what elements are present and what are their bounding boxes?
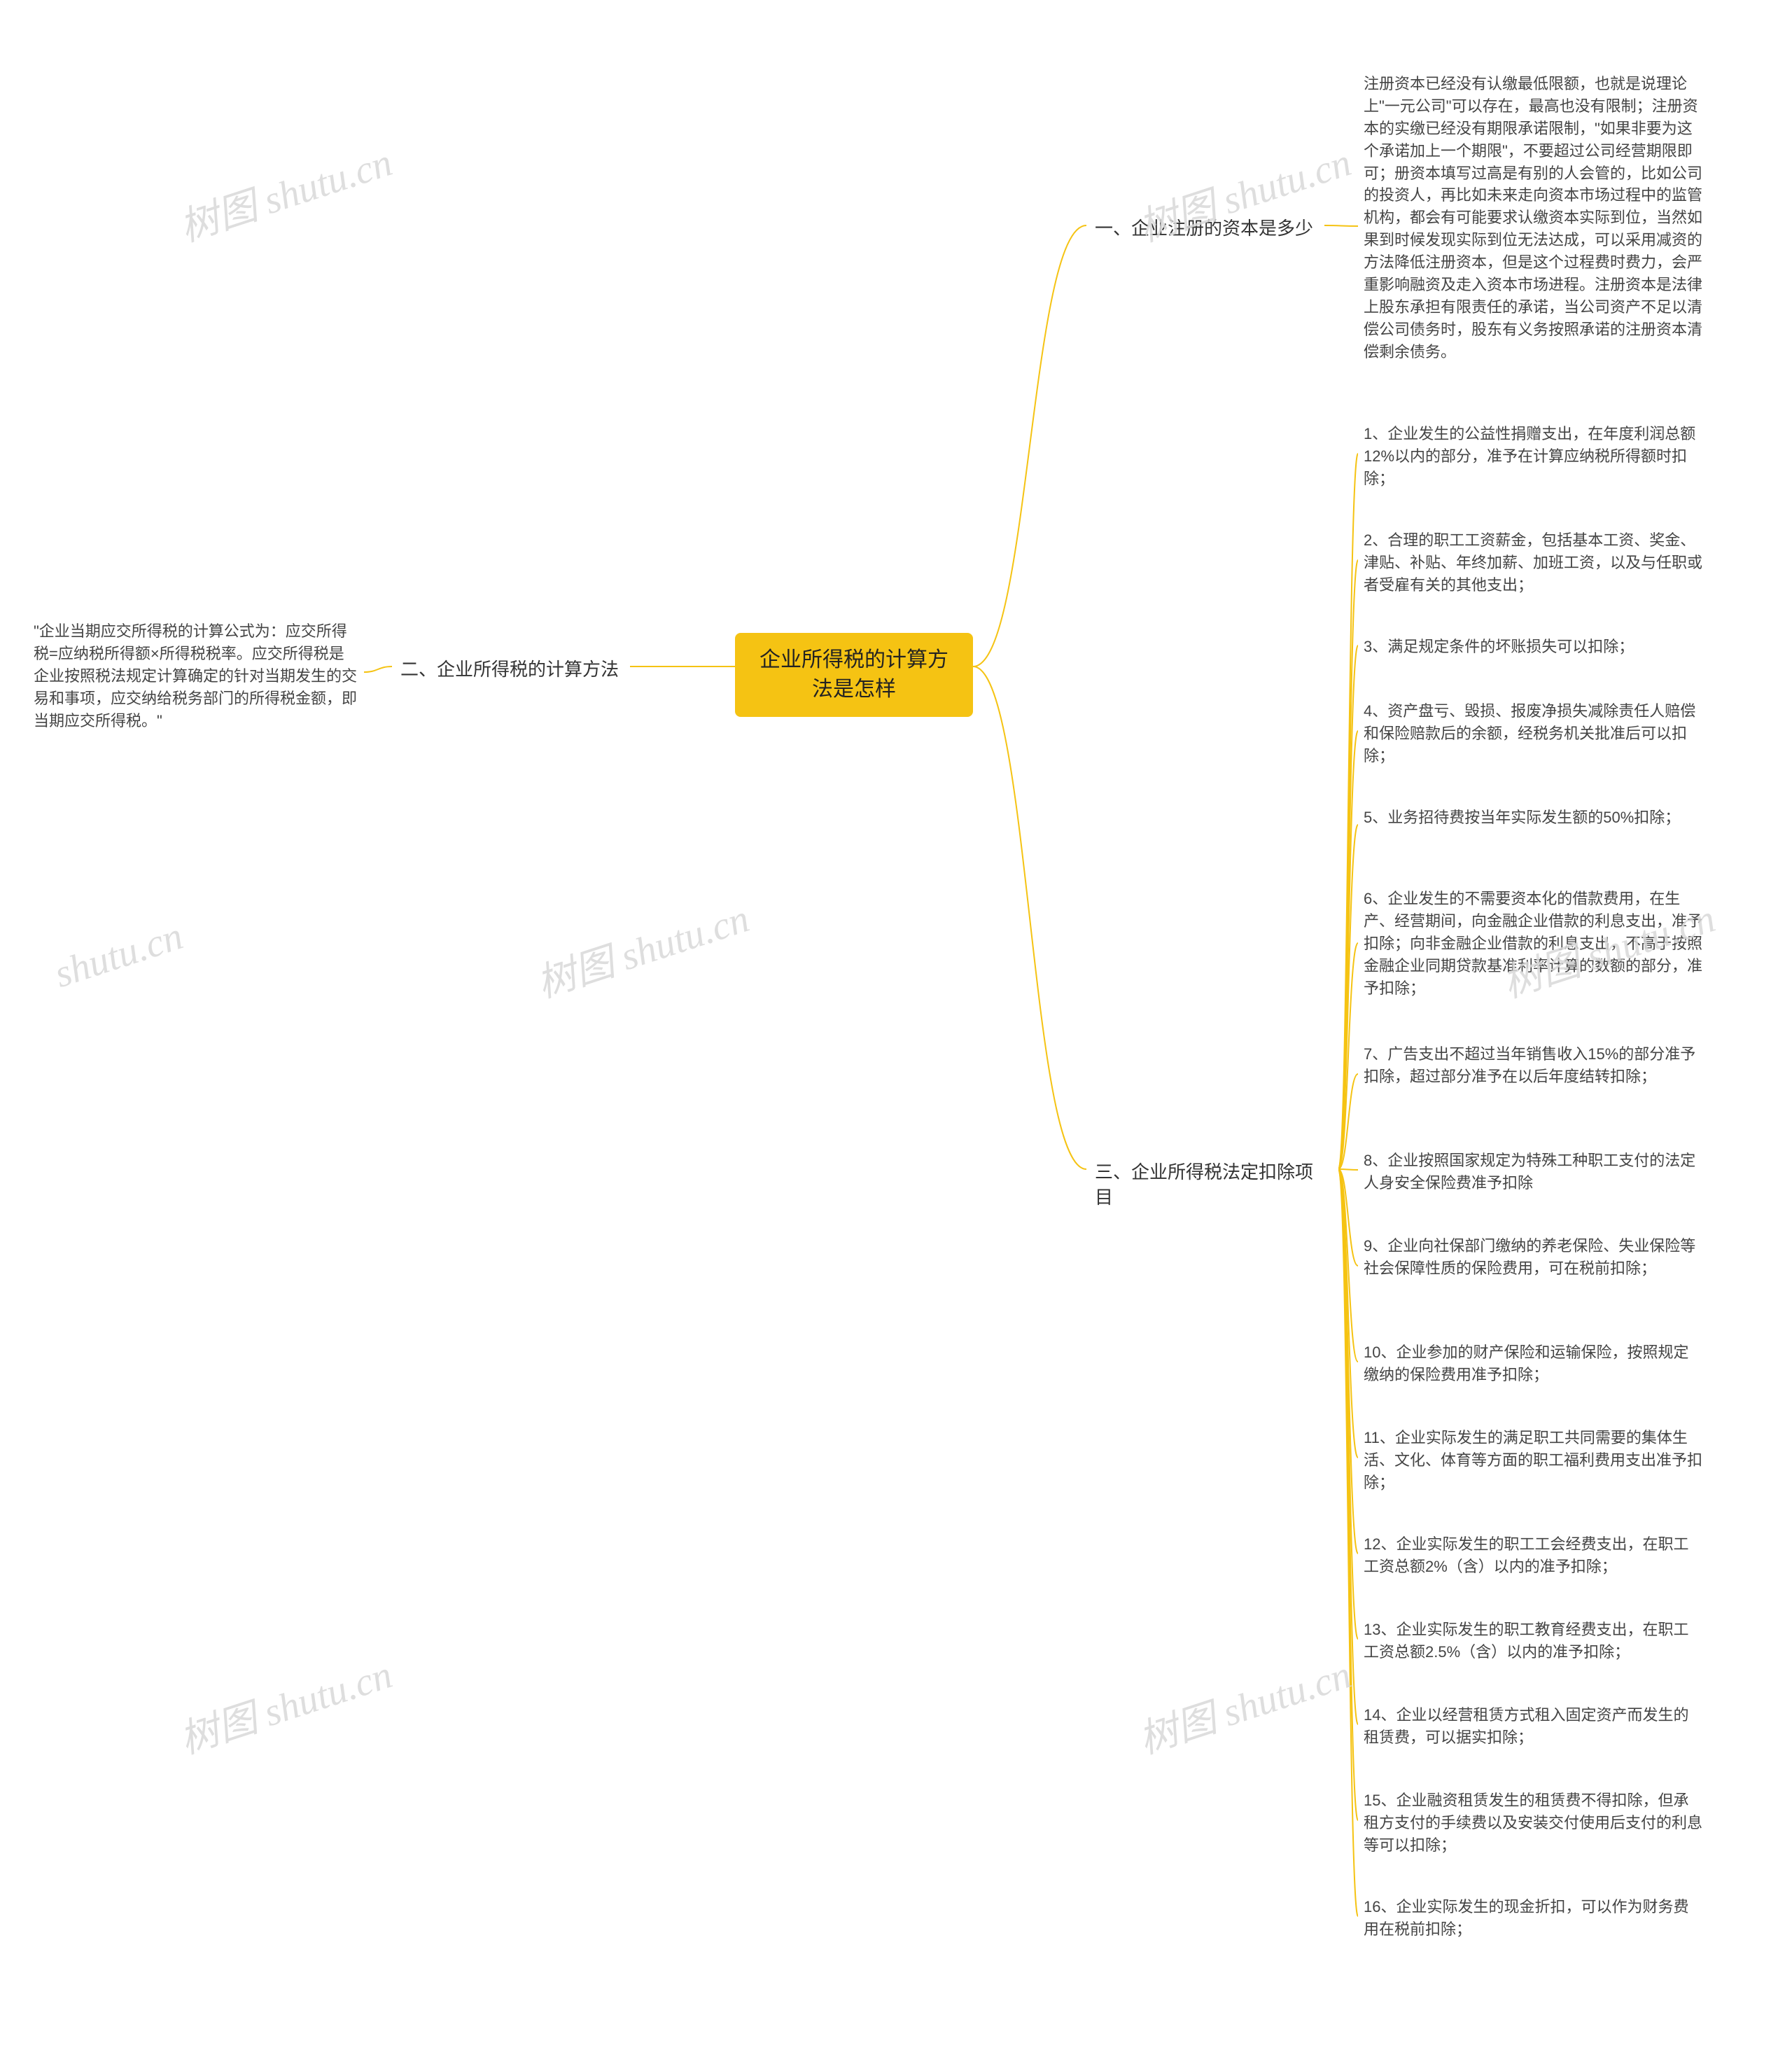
- leaf-node: 16、企业实际发生的现金折扣，可以作为财务费用在税前扣除；: [1358, 1892, 1708, 1945]
- leaf-node: 1、企业发生的公益性捐赠支出，在年度利润总额12%以内的部分，准予在计算应纳税所…: [1358, 419, 1708, 494]
- leaf-node: 5、业务招待费按当年实际发生额的50%扣除；: [1358, 802, 1708, 833]
- branch-node: 三、企业所得税法定扣除项目: [1086, 1154, 1338, 1216]
- leaf-node: 6、企业发生的不需要资本化的借款费用，在生产、经营期间，向金融企业借款的利息支出…: [1358, 884, 1708, 1003]
- leaf-node: 2、合理的职工工资薪金，包括基本工资、奖金、津贴、补贴、年终加薪、加班工资，以及…: [1358, 525, 1708, 601]
- watermark: 树图 shutu.cn: [172, 1643, 398, 1765]
- watermark: 树图 shutu.cn: [528, 887, 755, 1009]
- leaf-node: "企业当期应交所得税的计算公式为：应交所得税=应纳税所得额×所得税税率。应交所得…: [28, 616, 364, 736]
- watermark: 树图 shutu.cn: [172, 131, 398, 253]
- leaf-node: 13、企业实际发生的职工教育经费支出，在职工工资总额2.5%（含）以内的准予扣除…: [1358, 1614, 1708, 1668]
- leaf-node: 注册资本已经没有认缴最低限额，也就是说理论上"一元公司"可以存在，最高也没有限制…: [1358, 69, 1708, 368]
- leaf-node: 4、资产盘亏、毁损、报废净损失减除责任人赔偿和保险赔款后的余额，经税务机关批准后…: [1358, 696, 1708, 772]
- branch-node: 一、企业注册的资本是多少: [1086, 210, 1324, 246]
- root-node: 企业所得税的计算方法是怎样: [735, 633, 973, 717]
- branch-node: 二、企业所得税的计算方法: [392, 651, 630, 688]
- watermark: shutu.cn: [49, 914, 188, 997]
- mindmap-canvas: 企业所得税的计算方法是怎样 一、企业注册的资本是多少注册资本已经没有认缴最低限额…: [0, 0, 1792, 2045]
- leaf-node: 15、企业融资租赁发生的租赁费不得扣除，但承租方支付的手续费以及安装交付使用后支…: [1358, 1785, 1708, 1861]
- leaf-node: 7、广告支出不超过当年销售收入15%的部分准予扣除，超过部分准予在以后年度结转扣…: [1358, 1039, 1708, 1092]
- leaf-node: 8、企业按照国家规定为特殊工种职工支付的法定人身安全保险费准予扣除: [1358, 1145, 1708, 1199]
- leaf-node: 12、企业实际发生的职工工会经费支出，在职工工资总额2%（含）以内的准予扣除；: [1358, 1529, 1708, 1582]
- leaf-node: 10、企业参加的财产保险和运输保险，按照规定缴纳的保险费用准予扣除；: [1358, 1337, 1708, 1390]
- leaf-node: 3、满足规定条件的坏账损失可以扣除；: [1358, 631, 1708, 662]
- leaf-node: 14、企业以经营租赁方式租入固定资产而发生的租赁费，可以据实扣除；: [1358, 1700, 1708, 1753]
- leaf-node: 9、企业向社保部门缴纳的养老保险、失业保险等社会保障性质的保险费用，可在税前扣除…: [1358, 1231, 1708, 1284]
- leaf-node: 11、企业实际发生的满足职工共同需要的集体生活、文化、体育等方面的职工福利费用支…: [1358, 1423, 1708, 1498]
- watermark: 树图 shutu.cn: [1130, 1643, 1357, 1765]
